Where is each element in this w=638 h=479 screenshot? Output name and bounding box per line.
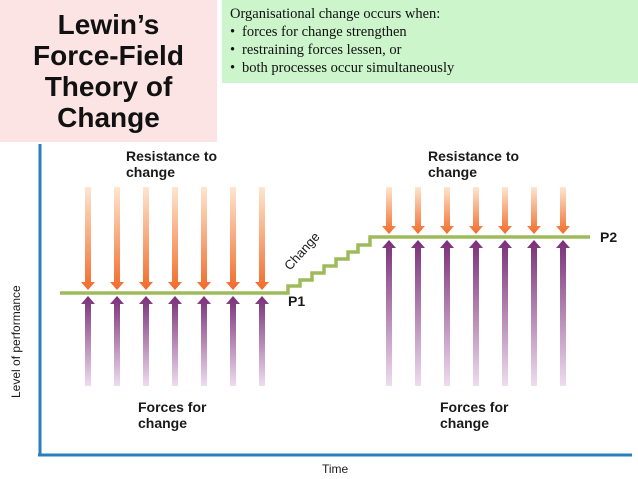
resistance-arrow — [411, 187, 425, 234]
resistance-arrow — [440, 187, 454, 234]
force-arrow — [110, 296, 124, 386]
left-forces-label: Forces for — [138, 399, 207, 415]
right-resistance-arrows — [382, 187, 570, 234]
bullet-text: forces for change strengthen — [242, 24, 407, 40]
bullet-text: both processes occur simultaneously — [242, 60, 455, 76]
resistance-arrow — [469, 187, 483, 234]
bullet-icon: • — [230, 42, 236, 58]
title-box: Lewin’s Force-Field Theory of Change — [0, 0, 217, 142]
force-arrow — [556, 240, 570, 386]
resistance-arrow — [139, 187, 153, 290]
title-line: Change — [57, 102, 160, 133]
force-arrow — [411, 240, 425, 386]
resistance-arrow — [226, 187, 240, 290]
definition-box: Organisational change occurs when: • forc… — [222, 0, 638, 83]
resistance-arrow — [168, 187, 182, 290]
force-arrow — [81, 296, 95, 386]
force-arrow — [168, 296, 182, 386]
level-p1-label: P1 — [288, 293, 305, 309]
left-forces-label: change — [138, 415, 187, 431]
right-resistance-label: Resistance to — [428, 148, 519, 164]
force-arrow — [226, 296, 240, 386]
left-resistance-label: change — [126, 164, 175, 180]
definition-bullet: • forces for change strengthen — [230, 23, 638, 41]
bullet-icon: • — [230, 24, 236, 40]
resistance-arrow — [110, 187, 124, 290]
bullet-icon: • — [230, 60, 236, 76]
resistance-arrow — [81, 187, 95, 290]
right-resistance-label: change — [428, 164, 477, 180]
definition-bullet: • both processes occur simultaneously — [230, 59, 638, 77]
resistance-arrow — [197, 187, 211, 290]
force-arrow — [382, 240, 396, 386]
right-forces-label: change — [440, 415, 489, 431]
definition-bullet: • restraining forces lessen, or — [230, 41, 638, 59]
force-arrow — [255, 296, 269, 386]
resistance-arrow — [255, 187, 269, 290]
resistance-arrow — [527, 187, 541, 234]
definition-intro: Organisational change occurs when: — [230, 6, 441, 22]
title-line: Lewin’s — [57, 9, 160, 40]
left-resistance-label: Resistance to — [126, 148, 217, 164]
force-arrow — [139, 296, 153, 386]
title-line: Force-Field — [33, 40, 184, 71]
bullet-text: restraining forces lessen, or — [242, 42, 402, 58]
right-forces-arrows — [382, 240, 570, 386]
level-p2-label: P2 — [600, 229, 617, 245]
resistance-arrow — [556, 187, 570, 234]
force-arrow — [197, 296, 211, 386]
left-resistance-arrows — [81, 187, 269, 290]
right-forces-label: Forces for — [440, 399, 509, 415]
force-arrow — [527, 240, 541, 386]
left-forces-arrows — [81, 296, 269, 386]
force-arrow — [469, 240, 483, 386]
force-arrow — [440, 240, 454, 386]
y-axis-label: Level of performance — [9, 285, 23, 398]
title-line: Theory of — [44, 71, 173, 102]
resistance-arrow — [498, 187, 512, 234]
page-title: Lewin’s Force-Field Theory of Change — [33, 9, 184, 133]
force-arrow — [498, 240, 512, 386]
performance-level-line — [60, 235, 590, 295]
change-label: Change — [281, 229, 323, 273]
x-axis-label: Time — [322, 462, 349, 476]
resistance-arrow — [382, 187, 396, 234]
